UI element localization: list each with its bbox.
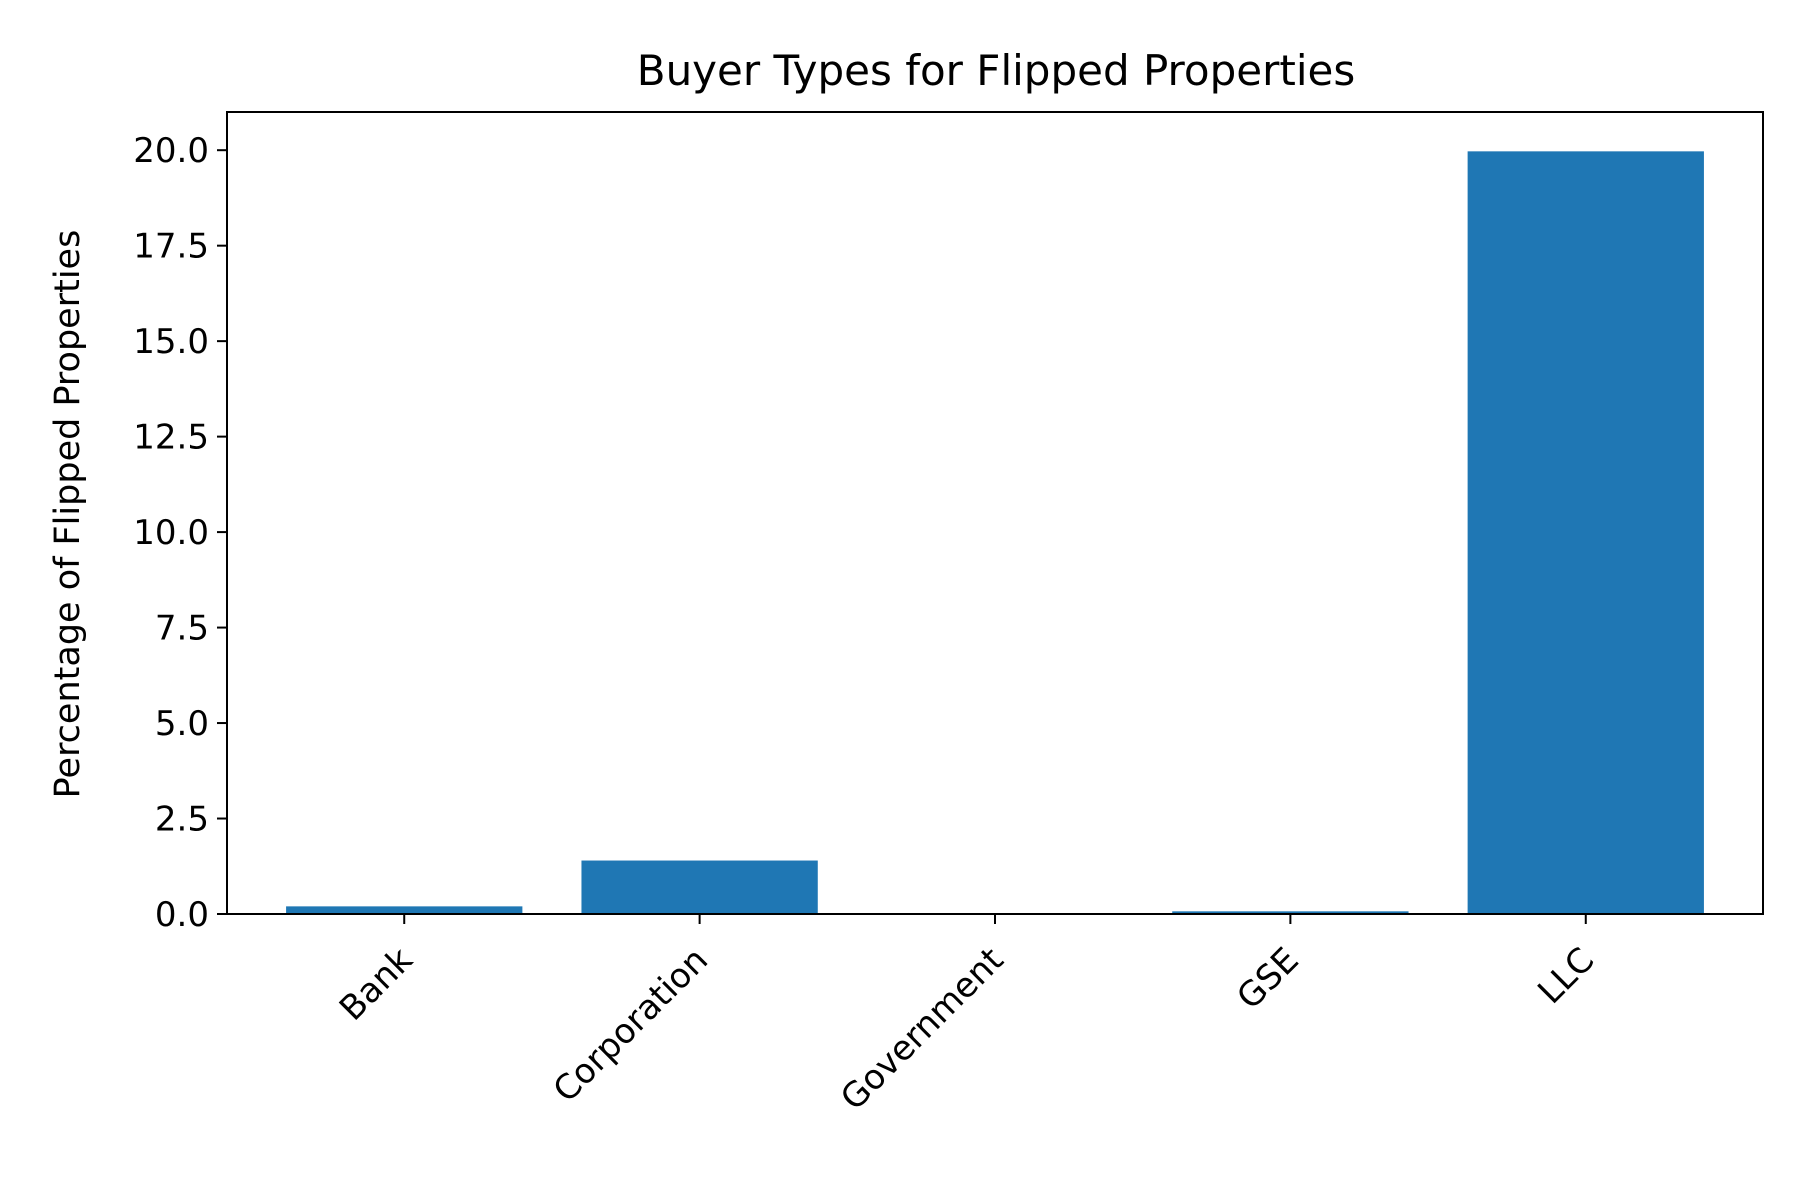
x-axis-ticks: Bank Corporation Government GSE LLC — [332, 914, 1602, 1118]
y-tick-label: 17.5 — [133, 227, 209, 267]
chart-title: Buyer Types for Flipped Properties — [637, 46, 1355, 95]
x-tick-label-gse: GSE — [1229, 940, 1306, 1017]
y-tick-label: 10.0 — [133, 513, 209, 553]
y-tick-label: 15.0 — [133, 322, 209, 362]
y-axis-label: Percentage of Flipped Properties — [48, 230, 88, 799]
y-tick-label: 5.0 — [155, 704, 209, 744]
bar-corporation — [581, 860, 818, 914]
y-tick-label: 2.5 — [155, 800, 209, 840]
x-tick-label-llc: LLC — [1530, 940, 1602, 1012]
y-tick-label: 12.5 — [133, 418, 209, 458]
x-tick-label-corporation: Corporation — [546, 940, 716, 1110]
y-axis-ticks: 0.0 2.5 5.0 7.5 10.0 12.5 15.0 17.5 20.0 — [133, 131, 227, 935]
bar-bank — [286, 906, 523, 914]
bar-group — [286, 151, 1704, 915]
y-tick-label: 7.5 — [155, 609, 209, 649]
x-tick-label-bank: Bank — [332, 940, 421, 1029]
plot-area-frame — [226, 111, 1764, 915]
x-tick-label-government: Government — [833, 940, 1011, 1118]
y-tick-label: 0.0 — [155, 895, 209, 935]
y-tick-label: 20.0 — [133, 131, 209, 171]
bar-llc — [1467, 151, 1704, 915]
bar-gse — [1172, 911, 1409, 914]
